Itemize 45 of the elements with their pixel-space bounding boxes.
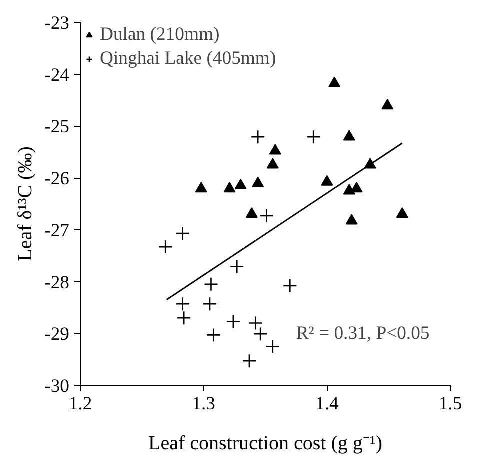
- point: [252, 176, 264, 188]
- point: [269, 144, 282, 155]
- point: [206, 328, 221, 342]
- x-tick-label: 1.4: [316, 394, 340, 414]
- point: [396, 208, 408, 218]
- point: [266, 158, 279, 169]
- annotation: R² = 0.31, P<0.05: [296, 323, 430, 344]
- point: [343, 130, 356, 141]
- point: [283, 278, 298, 294]
- x-tick-label: 1.2: [68, 394, 92, 414]
- point: [266, 339, 280, 354]
- point: [382, 99, 394, 110]
- point: [204, 277, 218, 292]
- point: [346, 214, 358, 225]
- x-axis-title: Leaf construction cost (g g⁻¹): [148, 432, 383, 454]
- y-tick-label: -26: [44, 168, 70, 190]
- point: [253, 327, 268, 342]
- point: [202, 296, 218, 312]
- legend-label: Dulan (210mm): [100, 24, 220, 46]
- x-tick-label: 1.5: [438, 394, 462, 414]
- y-tick-label: -30: [44, 376, 70, 397]
- point: [224, 182, 236, 193]
- y-tick-label: -25: [44, 116, 70, 138]
- point: [176, 296, 190, 312]
- point: [246, 208, 258, 218]
- y-tick-label: -27: [44, 220, 70, 242]
- y-tick-label: -23: [44, 13, 70, 34]
- point: [328, 76, 341, 88]
- y-tick-label: -29: [44, 324, 70, 346]
- y-axis-title: Leaf δ¹³C (‰): [14, 146, 37, 262]
- point: [176, 226, 190, 241]
- point: [158, 240, 173, 254]
- y-tick-label: -24: [44, 64, 70, 86]
- point: [230, 260, 244, 274]
- point: [242, 354, 257, 368]
- point: [248, 316, 263, 330]
- x-tick-label: 1.3: [192, 394, 216, 414]
- point: [234, 179, 247, 190]
- point: [260, 208, 274, 224]
- point: [195, 182, 208, 193]
- point: [176, 310, 192, 326]
- legend-label: Qinghai Lake (405mm): [100, 48, 276, 70]
- point: [321, 175, 334, 186]
- point: [226, 314, 241, 329]
- y-tick-label: -28: [44, 272, 70, 294]
